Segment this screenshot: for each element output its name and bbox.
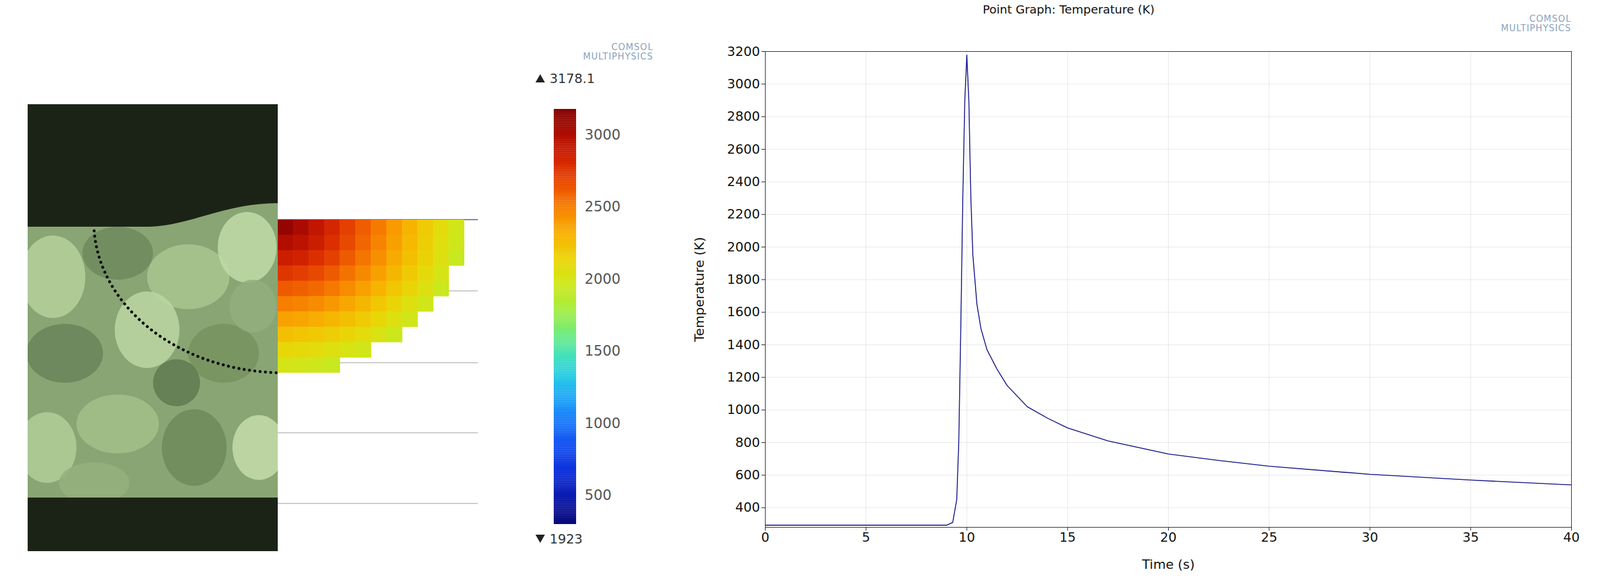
svg-text:2800: 2800 [727,108,761,124]
svg-text:2500: 2500 [584,198,621,215]
svg-text:3000: 3000 [584,126,621,143]
svg-text:1000: 1000 [584,414,621,432]
svg-text:600: 600 [735,467,761,482]
svg-text:Time (s): Time (s) [1141,556,1195,572]
svg-text:1600: 1600 [727,304,761,319]
svg-text:2200: 2200 [727,206,761,222]
svg-text:3000: 3000 [727,76,761,92]
svg-text:2000: 2000 [584,270,621,288]
svg-text:2000: 2000 [727,239,761,255]
html-text:COMSOL: COMSOL [1529,13,1572,25]
svg-text:1400: 1400 [727,337,761,352]
svg-text:1800: 1800 [727,271,761,287]
svg-text:5: 5 [862,529,871,545]
svg-text:1200: 1200 [727,369,761,385]
html-text:MULTIPHYSICS: MULTIPHYSICS [1501,22,1572,34]
svg-text:30: 30 [1361,529,1379,545]
svg-text:0: 0 [761,529,770,545]
svg-text:2600: 2600 [727,141,761,157]
svg-text:3200: 3200 [727,44,761,59]
html-text:COMSOL: COMSOL [611,41,654,53]
svg-text:25: 25 [1261,529,1278,545]
svg-text:3178.1: 3178.1 [549,71,595,86]
svg-text:2400: 2400 [727,174,761,189]
html-text:MULTIPHYSICS: MULTIPHYSICS [583,51,654,62]
svg-text:35: 35 [1462,529,1479,545]
svg-text:400: 400 [735,499,761,515]
svg-text:800: 800 [735,434,761,450]
svg-text:1000: 1000 [727,401,761,417]
svg-text:40: 40 [1563,529,1580,545]
svg-text:Temperature (K): Temperature (K) [692,237,707,343]
html-text:Point Graph: Temperature (K): Point Graph: Temperature (K) [982,2,1155,17]
svg-text:10: 10 [958,529,976,545]
svg-text:20: 20 [1160,529,1177,545]
svg-text:1923: 1923 [549,531,583,547]
svg-text:1500: 1500 [584,342,621,359]
svg-text:15: 15 [1059,529,1076,545]
svg-text:500: 500 [584,486,612,504]
